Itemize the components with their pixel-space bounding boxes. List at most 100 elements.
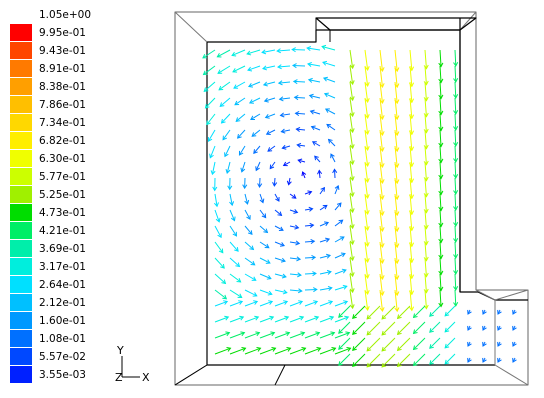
vector-arrowhead <box>396 330 402 336</box>
vector-arrowhead <box>306 46 312 52</box>
vector-arrowhead <box>444 359 450 365</box>
vector-arrowhead <box>364 114 370 119</box>
vector-arrow <box>439 241 442 259</box>
vector-arrow <box>379 65 383 88</box>
vector-arrowhead <box>497 357 502 363</box>
vector-arrow <box>229 300 243 307</box>
vector-arrowhead <box>364 226 370 231</box>
vector-arrowhead <box>453 94 459 99</box>
vector-arrow <box>262 65 276 70</box>
vector-arrowhead <box>453 206 459 211</box>
vector-arrowhead <box>308 206 314 212</box>
vector-arrowhead <box>238 150 244 156</box>
vector-arrow <box>394 49 398 72</box>
vector-arrow <box>424 113 427 133</box>
vector-arrowhead <box>280 257 286 263</box>
vector-arrow <box>381 337 396 352</box>
vector-arrowhead <box>261 213 267 219</box>
vector-arrowhead <box>234 100 240 106</box>
colorbar-tick-label: 4.73e-01 <box>39 207 86 219</box>
vector-arrow <box>289 193 297 199</box>
vector-arrow <box>439 129 442 147</box>
vector-arrowhead <box>301 346 307 352</box>
vector-arrowhead <box>349 192 355 198</box>
vector-arrowhead <box>277 64 282 70</box>
vector-arrowhead <box>349 64 355 70</box>
vector-arrowhead <box>336 202 342 208</box>
vector-arrow <box>203 81 216 92</box>
vector-arrow <box>397 305 411 319</box>
vector-arrowhead <box>349 304 355 310</box>
vector-arrow <box>304 224 314 227</box>
colorbar-swatch <box>10 222 32 239</box>
vector-arrow <box>439 225 442 243</box>
vector-arrowhead <box>321 44 327 50</box>
vector-arrowhead <box>429 360 434 365</box>
vector-arrow <box>229 209 235 221</box>
vector-arrowhead <box>281 144 287 150</box>
vector-arrowhead <box>323 92 329 98</box>
vector-arrow <box>394 145 398 168</box>
vector-arrow <box>424 209 427 229</box>
vector-arrow <box>232 65 246 73</box>
vector-arrowhead <box>254 315 260 321</box>
vector-arrow <box>364 257 369 279</box>
vector-arrowhead <box>453 126 459 131</box>
vector-arrowhead <box>263 228 269 234</box>
vector-arrowhead <box>311 141 317 146</box>
vector-arrow <box>322 61 336 67</box>
vector-arrowhead <box>346 346 352 352</box>
vector-arrowhead <box>444 343 450 349</box>
vector-arrowhead <box>277 211 283 217</box>
vector-arrow <box>274 332 290 339</box>
vector-arrow <box>334 316 349 323</box>
vector-arrowhead <box>298 300 304 305</box>
vector-arrowhead <box>482 309 487 315</box>
vector-arrow <box>309 95 321 99</box>
vector-arrow <box>349 241 354 261</box>
vector-arrow <box>379 273 383 296</box>
vector-arrow <box>394 161 398 184</box>
vector-arrowhead <box>255 166 260 172</box>
vector-arrow <box>244 273 257 281</box>
vector-arrowhead <box>262 65 268 71</box>
vector-arrowhead <box>315 331 321 337</box>
vector-arrowhead <box>453 270 459 275</box>
vector-arrow <box>379 97 383 120</box>
vector-arrow <box>274 273 287 278</box>
colorbar-swatch <box>10 132 32 149</box>
vector-arrowhead <box>241 346 247 352</box>
vector-arrow <box>409 97 413 119</box>
vector-arrowhead <box>453 142 459 147</box>
vector-arrow <box>328 139 336 147</box>
vector-arrow <box>439 177 442 195</box>
vector-arrowhead <box>343 300 349 305</box>
vector-arrow <box>409 81 413 103</box>
vector-arrow <box>334 236 345 243</box>
vector-arrow <box>394 129 398 152</box>
vector-arrow <box>219 97 231 107</box>
vector-arrowhead <box>236 133 242 139</box>
vector-arrowhead <box>381 362 387 368</box>
vector-arrowhead <box>291 47 296 53</box>
vector-arrowhead <box>314 155 319 161</box>
vector-arrowhead <box>310 125 316 131</box>
vector-arrow <box>251 129 261 137</box>
vector-arrow <box>379 225 383 248</box>
vector-arrowhead <box>314 315 320 321</box>
vector-arrowhead <box>238 300 244 305</box>
vector-arrowhead <box>364 194 370 199</box>
vector-arrow <box>244 209 251 220</box>
vector-arrowhead <box>366 330 372 336</box>
vector-arrow <box>364 49 369 71</box>
vector-arrowhead <box>429 312 434 317</box>
vector-arrow <box>304 288 317 291</box>
vector-arrow <box>211 161 216 175</box>
vector-arrow <box>334 269 347 275</box>
vector-arrowhead <box>352 362 357 367</box>
vector-arrow <box>364 241 369 263</box>
vector-arrowhead <box>326 253 332 259</box>
vector-arrowhead <box>497 325 502 331</box>
vector-arrow <box>319 221 329 227</box>
axis-triad: Y Z X <box>110 342 160 387</box>
